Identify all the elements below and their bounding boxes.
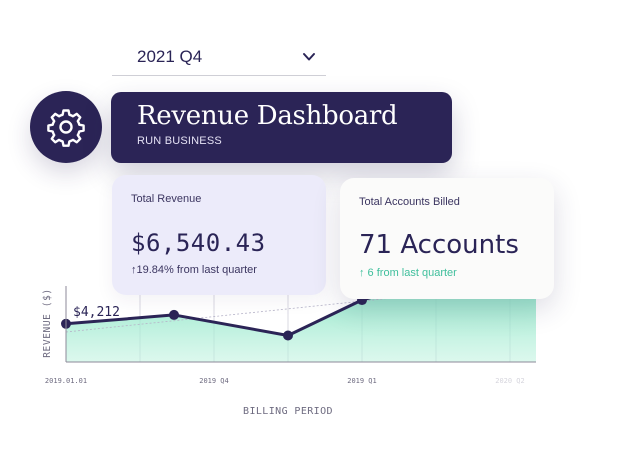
page-subtitle: RUN BUSINESS: [137, 135, 222, 147]
total-revenue-card[interactable]: Total Revenue $6,540.43 ↑19.84% from las…: [112, 175, 326, 295]
period-select-value: 2021 Q4: [137, 47, 203, 66]
chevron-down-icon: [303, 53, 315, 61]
data-point[interactable]: [283, 330, 293, 341]
x-tick-label: 2019 Q1: [347, 377, 377, 385]
x-axis-label: BILLING PERIOD: [243, 406, 333, 417]
total-revenue-label: Total Revenue: [131, 193, 202, 205]
total-revenue-delta: ↑19.84% from last quarter: [131, 264, 257, 276]
settings-button[interactable]: [30, 91, 102, 163]
dashboard-header: Revenue Dashboard RUN BUSINESS: [111, 92, 452, 163]
period-select[interactable]: 2021 Q4: [112, 40, 326, 76]
total-accounts-label: Total Accounts Billed: [359, 196, 460, 208]
x-tick-label: 2020 Q2: [495, 377, 525, 385]
total-revenue-value: $6,540.43: [131, 229, 266, 257]
revenue-area: [66, 278, 536, 362]
point-value-label: $4,212: [73, 305, 120, 320]
total-accounts-card[interactable]: Total Accounts Billed 71 Accounts ↑ 6 fr…: [340, 178, 554, 299]
data-point[interactable]: [169, 309, 179, 320]
gear-icon: [47, 109, 85, 147]
total-accounts-value: 71 Accounts: [359, 230, 519, 260]
x-tick-label: 2019.01.01: [45, 377, 87, 385]
trend-guide-line: [65, 292, 441, 333]
x-tick-label: 2019 Q4: [199, 377, 229, 385]
total-accounts-delta: ↑ 6 from last quarter: [359, 267, 457, 279]
y-axis-label: REVENUE ($): [42, 288, 53, 358]
page-title: Revenue Dashboard: [137, 101, 398, 131]
